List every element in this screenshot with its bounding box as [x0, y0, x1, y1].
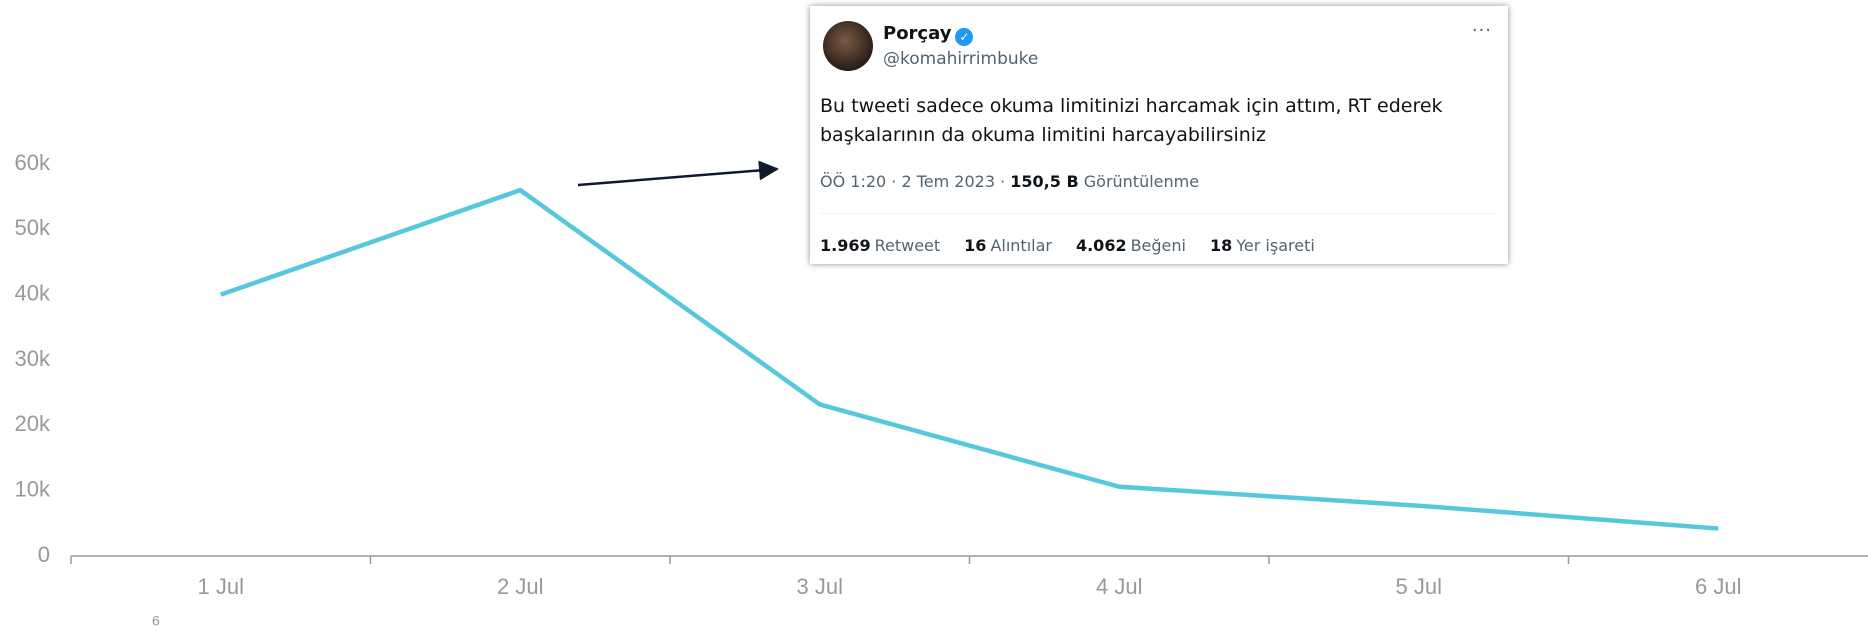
tweet-text: Bu tweeti sadece okuma limitinizi harcam…: [820, 92, 1490, 150]
x-tick-label: 4 Jul: [1096, 574, 1142, 599]
y-tick-label: 20k: [15, 411, 51, 436]
time[interactable]: ÖÖ 1:20 · 2 Tem 2023 ·: [820, 172, 1006, 191]
x-tick-label: 5 Jul: [1396, 574, 1442, 599]
avatar[interactable]: [823, 21, 873, 71]
stat[interactable]: 16 Alıntılar: [964, 236, 1052, 255]
stat[interactable]: 18 Yer işareti: [1210, 236, 1315, 255]
verified-badge: ✓: [955, 28, 974, 46]
stat-count: 18: [1209, 236, 1233, 255]
separator: [820, 213, 1498, 214]
x-tick-label: 2 Jul: [497, 574, 543, 599]
tweet-card: Porçay ✓ @komahirrimbuke ··· Bu tweeti sa…: [810, 6, 1508, 264]
x-tick-label: 1 Jul: [198, 574, 244, 599]
x-tick-label: 6 Jul: [1695, 574, 1741, 599]
stat-count: 1.969: [820, 236, 871, 255]
author-name[interactable]: Porçay: [883, 23, 952, 44]
stat-label: Yer işareti: [1236, 236, 1315, 255]
text-line: başkalarının da okuma limitini harcayabi…: [820, 124, 1267, 146]
footnote: 6: [152, 613, 160, 629]
x-tick-label: 3 Jul: [797, 574, 843, 599]
y-tick-label: 60k: [15, 150, 51, 175]
stat-label: Beğeni: [1130, 236, 1186, 255]
tweet-stats: 1.969 Retweet 16 Alıntılar 4.062 Beğeni 18 Yer …: [820, 236, 1315, 255]
views-label: Görüntülenme: [1083, 172, 1200, 191]
stat-count: 4.062: [1075, 236, 1127, 255]
y-tick-label: 40k: [15, 280, 51, 305]
y-tick-label: 0: [38, 542, 50, 567]
line-series: [220, 187, 1719, 531]
stat[interactable]: 4.062 Beğeni: [1076, 236, 1186, 255]
y-tick-label: 30k: [15, 346, 51, 371]
text-line: Bu tweeti sadece okuma limitinizi harcam…: [820, 95, 1443, 117]
views: 150,5 B: [1010, 172, 1079, 191]
tweet-meta: ÖÖ 1:20 · 2 Tem 2023 · 150,5 B Görüntüle…: [820, 172, 1199, 191]
y-tick-label: 50k: [15, 215, 51, 240]
stat[interactable]: 1.969 Retweet: [820, 236, 940, 255]
arrow: [577, 160, 779, 187]
y-tick-label: 10k: [15, 476, 51, 501]
stat-count: 16: [964, 236, 987, 255]
stat-label: Retweet: [874, 236, 941, 255]
tweet-author[interactable]: Porçay ✓: [883, 23, 974, 46]
stat-label: Alıntılar: [990, 236, 1052, 255]
author-handle[interactable]: @komahirrimbuke: [883, 49, 1039, 69]
more-button[interactable]: ···: [1471, 20, 1492, 41]
